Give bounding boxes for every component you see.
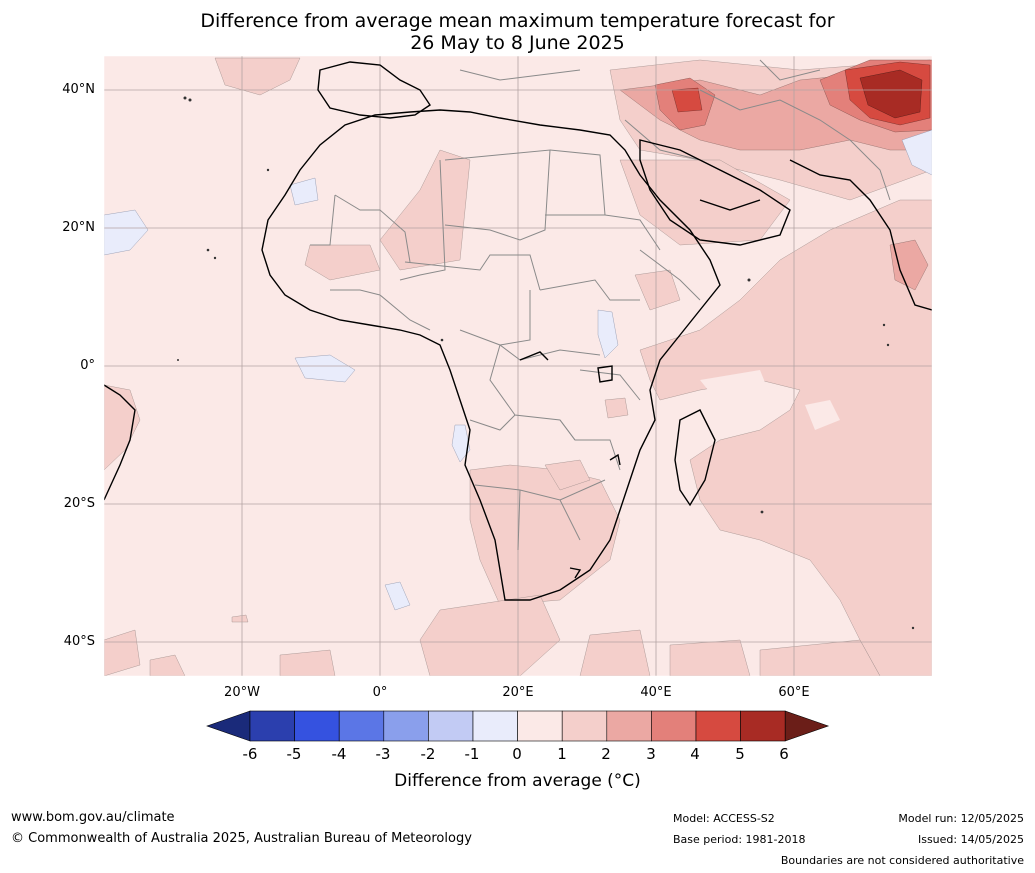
colorbar-extend-high [784,710,830,742]
lat-label-equator: 0° [80,358,95,373]
colorbar-swatch [651,710,697,742]
colorbar-tick: 1 [557,745,567,763]
footer-website: www.bom.gov.au/climate [11,810,175,825]
islands [177,96,915,630]
colorbar-tick: 3 [646,745,656,763]
colorbar-swatch [249,710,295,742]
footer-issued: Issued: 14/05/2025 [917,833,1024,846]
colorbar-tick: -6 [242,745,258,763]
colorbar-tick: 5 [735,745,745,763]
colorbar-swatch [472,710,518,742]
lon-label-20e: 20°E [502,685,534,700]
lon-label-20w: 20°W [224,685,260,700]
map-frame [103,55,933,677]
colorbar-swatch [740,710,786,742]
colorbar-swatch [338,710,385,742]
colorbar-tick: 4 [690,745,700,763]
colorbar-tick: -1 [464,745,480,763]
colorbar-label: Difference from average (°C) [394,771,641,791]
lat-label-20n: 20°N [62,220,95,235]
colorbar-swatch [606,710,652,742]
colorbar-tick: 2 [601,745,611,763]
colorbar-tick: -4 [331,745,347,763]
colorbar-swatch [517,710,563,742]
colorbar-swatch [294,710,340,742]
title-line-2: 26 May to 8 June 2025 [410,32,625,54]
colorbar [206,710,830,742]
graticule [104,56,932,676]
footer-base-period: Base period: 1981-2018 [673,833,806,846]
colorbar-tick: -2 [420,745,436,763]
lat-label-40s: 40°S [63,634,95,649]
colorbar-tick: 6 [779,745,789,763]
map-title: Difference from average mean maximum tem… [0,10,1035,54]
lon-label-60e: 60°E [778,685,810,700]
lat-label-20s: 20°S [63,496,95,511]
footer-disclaimer: Boundaries are not considered authoritat… [780,854,1024,867]
colorbar-swatch [561,710,608,742]
colorbar-tick: -3 [375,745,391,763]
anomaly-minus1-0-zones [104,129,932,611]
footer-copyright: © Commonwealth of Australia 2025, Austra… [11,831,472,846]
title-line-1: Difference from average mean maximum tem… [200,10,835,32]
lon-label-0: 0° [372,685,388,700]
footer-model-run: Model run: 12/05/2025 [898,812,1024,825]
lat-label-40n: 40°N [62,82,95,97]
anomaly-0-1-pockets [700,370,840,430]
anomaly-5-6-zones [859,69,923,119]
colorbar-swatch [428,710,474,742]
footer-model: Model: ACCESS-S2 [673,812,775,825]
colorbar-tick: -5 [286,745,302,763]
coastlines [104,61,932,601]
lon-label-40e: 40°E [640,685,672,700]
colorbar-extend-low [206,710,251,742]
colorbar-swatch [383,710,429,742]
colorbar-swatch [695,710,741,742]
colorbar-tick: 0 [512,745,522,763]
country-boundaries [310,59,891,551]
